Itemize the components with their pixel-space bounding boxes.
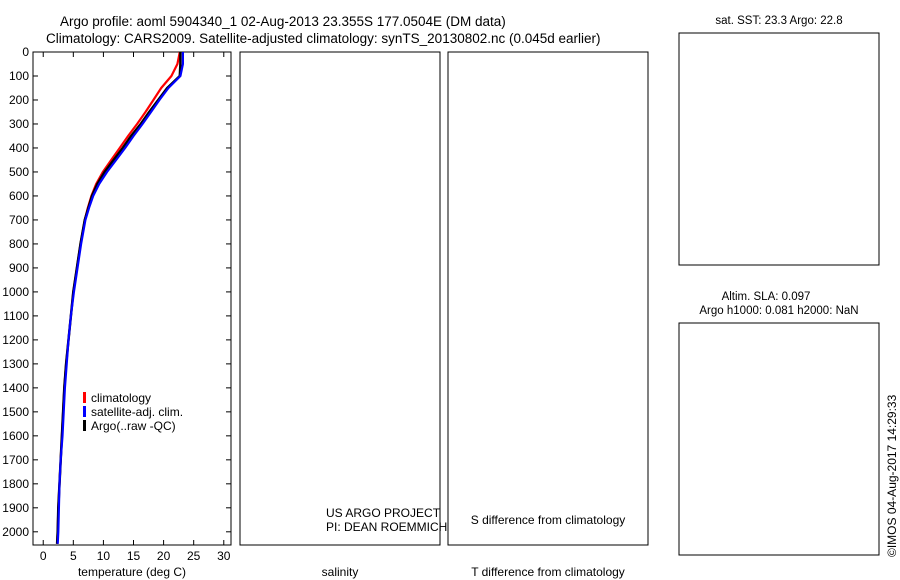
sst-map-frame xyxy=(678,32,880,266)
temperature-xlabel: temperature (deg C) xyxy=(78,565,186,579)
sla-map-title: Altim. SLA: 0.097 xyxy=(722,291,811,303)
x-tick-label: 5 xyxy=(70,549,77,563)
sla-map-panel: Altim. SLA: 0.097 Argo h1000: 0.081 h200… xyxy=(678,291,880,556)
temperature-argo-line xyxy=(55,52,182,544)
imos-credit: ©IMOS 04-Aug-2017 14:29:33 xyxy=(885,394,899,557)
temperature-legend-label: Argo(..raw -QC) xyxy=(91,419,176,433)
y-tick-label: 1300 xyxy=(2,357,29,371)
sla-map-frame xyxy=(678,322,880,556)
y-tick-label: 1800 xyxy=(2,477,29,491)
y-tick-label: 1400 xyxy=(2,381,29,395)
difference-panel: T difference from climatology S differen… xyxy=(447,51,649,579)
temperature-legend-swatch xyxy=(83,420,86,431)
s-difference-xlabel: S difference from climatology xyxy=(471,513,626,527)
temperature-legend-swatch xyxy=(83,392,86,403)
sst-map-title: sat. SST: 23.3 Argo: 22.8 xyxy=(715,15,842,27)
temperature-legend-label: satellite-adj. clim. xyxy=(91,405,183,419)
y-tick-label: 500 xyxy=(9,165,29,179)
temperature-panel: 0100200300400500600700800900100011001200… xyxy=(2,45,232,579)
y-tick-label: 0 xyxy=(22,45,29,59)
y-tick-label: 300 xyxy=(9,117,29,131)
y-tick-label: 1000 xyxy=(2,285,29,299)
salinity-axes-frame xyxy=(239,51,441,546)
t-difference-xlabel: T difference from climatology xyxy=(471,565,625,579)
y-tick-label: 400 xyxy=(9,141,29,155)
x-tick-label: 30 xyxy=(217,549,231,563)
y-tick-label: 1600 xyxy=(2,429,29,443)
sst-map-panel: sat. SST: 23.3 Argo: 22.8 xyxy=(678,15,880,266)
temperature-satellite-line xyxy=(56,52,184,544)
y-tick-label: 1700 xyxy=(2,453,29,467)
y-tick-label: 100 xyxy=(9,69,29,83)
x-tick-label: 10 xyxy=(97,549,111,563)
x-tick-label: 25 xyxy=(187,549,201,563)
y-tick-label: 1500 xyxy=(2,405,29,419)
y-tick-label: 200 xyxy=(9,93,29,107)
y-tick-label: 800 xyxy=(9,237,29,251)
figure-title-line2: Climatology: CARS2009. Satellite-adjuste… xyxy=(46,31,601,46)
temperature-climatology-line xyxy=(56,52,181,544)
x-tick-label: 15 xyxy=(127,549,141,563)
project-annotation: US ARGO PROJECT xyxy=(326,506,441,520)
y-tick-label: 600 xyxy=(9,189,29,203)
pi-annotation: PI: DEAN ROEMMICH xyxy=(326,520,447,534)
salinity-xlabel: salinity xyxy=(322,565,359,579)
y-tick-label: 700 xyxy=(9,213,29,227)
salinity-panel: salinity US ARGO PROJECT PI: DEAN ROEMMI… xyxy=(239,51,447,579)
y-tick-label: 900 xyxy=(9,261,29,275)
temperature-axes-frame xyxy=(32,51,232,546)
x-tick-label: 0 xyxy=(40,549,47,563)
sla-map-subtitle: Argo h1000: 0.081 h2000: NaN xyxy=(699,305,858,317)
difference-axes-frame xyxy=(447,51,649,546)
temperature-legend-swatch xyxy=(83,406,86,417)
y-tick-label: 1900 xyxy=(2,501,29,515)
y-tick-label: 2000 xyxy=(2,525,29,539)
y-tick-label: 1200 xyxy=(2,333,29,347)
temperature-legend-label: climatology xyxy=(91,391,151,405)
x-tick-label: 20 xyxy=(157,549,171,563)
y-tick-label: 1100 xyxy=(3,309,29,323)
figure-title-line1: Argo profile: aoml 5904340_1 02-Aug-2013… xyxy=(60,14,506,29)
